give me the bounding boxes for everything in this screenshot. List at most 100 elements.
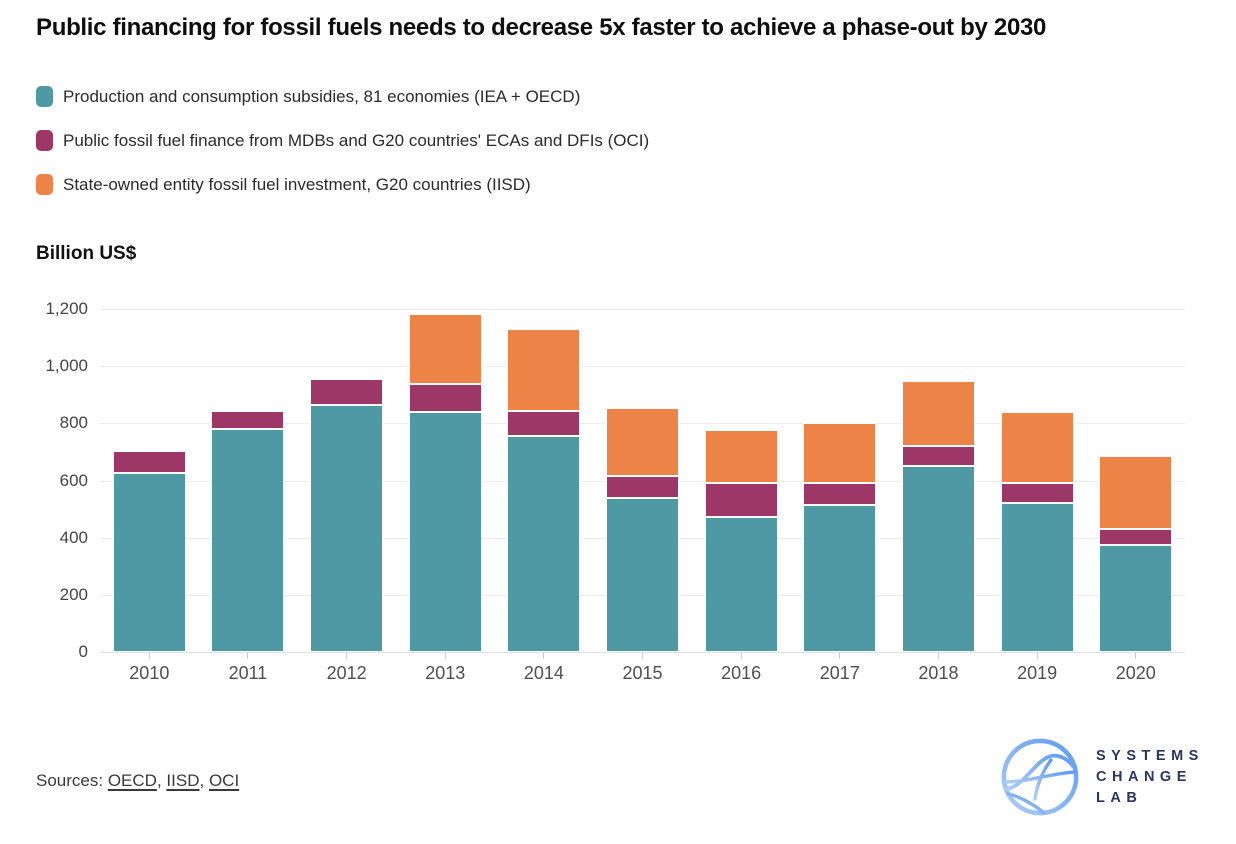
bar-2015: [606, 408, 680, 652]
bar-slot-2015: [593, 309, 692, 652]
x-tick-mark: [740, 652, 742, 659]
bar-segment-2014-series0[interactable]: [507, 435, 581, 652]
systems-change-lab-logo[interactable]: SYSTEMS CHANGE LAB: [998, 735, 1204, 819]
bar-segment-2017-series2[interactable]: [803, 422, 877, 483]
bar-2017: [803, 422, 877, 652]
bar-segment-2019-series1[interactable]: [1000, 483, 1074, 503]
x-tick-mark: [937, 652, 939, 659]
bar-2014: [507, 329, 581, 652]
bar-slot-2019: [988, 309, 1087, 652]
y-axis-title: Billion US$: [36, 243, 137, 264]
bar-segment-2012-series1[interactable]: [310, 378, 384, 405]
bar-slot-2016: [692, 309, 791, 652]
bar-slot-2013: [396, 309, 495, 652]
bar-slot-2010: [100, 309, 199, 652]
x-tick-slot: [100, 652, 199, 659]
x-tick-slot: [396, 652, 495, 659]
bar-slot-2012: [297, 309, 396, 652]
source-link-oecd[interactable]: OECD: [107, 771, 157, 790]
logo-wordmark: SYSTEMS CHANGE LAB: [1096, 746, 1204, 809]
bar-segment-2020-series1[interactable]: [1099, 529, 1173, 545]
y-tick-label-0: 0: [78, 642, 88, 661]
bar-segment-2014-series1[interactable]: [507, 410, 581, 436]
bar-2011: [211, 410, 285, 652]
source-link-oci[interactable]: OCI: [208, 771, 240, 790]
bar-segment-2013-series0[interactable]: [408, 412, 482, 652]
page-title: Public financing for fossil fuels needs …: [36, 14, 1047, 41]
bar-segment-2013-series2[interactable]: [408, 313, 482, 385]
bar-segment-2017-series1[interactable]: [803, 482, 877, 506]
source-link-iisd[interactable]: IISD: [166, 771, 200, 790]
x-tick-mark: [346, 652, 348, 659]
legend: Production and consumption subsidies, 81…: [36, 86, 649, 218]
bar-segment-2010-series0[interactable]: [112, 473, 186, 652]
bar-2012: [310, 378, 384, 652]
bar-segment-2015-series2[interactable]: [606, 408, 680, 477]
bar-segment-2013-series1[interactable]: [408, 384, 482, 413]
bar-segment-2017-series0[interactable]: [803, 505, 877, 652]
bar-2018: [901, 380, 975, 652]
bar-slot-2018: [889, 309, 988, 652]
x-tick-mark: [839, 652, 841, 659]
legend-item-1: Public fossil fuel finance from MDBs and…: [36, 130, 649, 151]
legend-swatch-icon: [36, 86, 53, 107]
x-tick-label-2011: 2011: [228, 663, 268, 683]
bar-segment-2011-series1[interactable]: [211, 410, 285, 429]
gridline-1200: [100, 309, 1185, 310]
x-tick-slot: [889, 652, 988, 659]
x-tick-slot: [988, 652, 1087, 659]
bar-segment-2019-series2[interactable]: [1000, 411, 1074, 484]
logo-text-line: LAB: [1096, 789, 1143, 806]
bar-2013: [408, 313, 482, 652]
x-tick-label-2015: 2015: [622, 663, 663, 683]
x-axis-ticks: [100, 652, 1185, 659]
bar-segment-2011-series0[interactable]: [211, 429, 285, 652]
bar-2019: [1000, 411, 1074, 652]
x-tick-slot: [495, 652, 594, 659]
x-tick-label-2017: 2017: [819, 663, 860, 683]
plot-area: 0 200 400 600 800 1,000 1,200 2010 2011 2012 2013…: [45, 299, 1185, 683]
x-tick-mark: [1036, 652, 1038, 659]
bar-slot-2020: [1086, 309, 1185, 652]
x-tick-slot: [297, 652, 396, 659]
y-tick-label-1200: 1,200: [45, 299, 88, 318]
bar-segment-2016-series2[interactable]: [704, 429, 778, 484]
bar-segment-2018-series0[interactable]: [901, 465, 975, 652]
sources-links: OECD, IISD, OCI: [107, 771, 240, 790]
x-axis-labels: 2010 2011 2012 2013 2014 2015 2016 2017 2018 2019…: [100, 663, 1185, 684]
bar-segment-2014-series2[interactable]: [507, 329, 581, 411]
legend-item-0: Production and consumption subsidies, 81…: [36, 86, 649, 107]
x-tick-label-2013: 2013: [425, 663, 466, 683]
x-tick-slot: [790, 652, 889, 659]
x-tick-mark: [543, 652, 545, 659]
bar-segment-2015-series1[interactable]: [606, 476, 680, 498]
x-tick-mark: [148, 652, 150, 659]
x-tick-mark: [247, 652, 249, 659]
legend-label: Production and consumption subsidies, 81…: [63, 86, 581, 106]
bar-segment-2018-series1[interactable]: [901, 446, 975, 466]
bar-segment-2019-series0[interactable]: [1000, 502, 1074, 652]
x-tick-label-2019: 2019: [1017, 663, 1058, 683]
bar-segment-2016-series1[interactable]: [704, 483, 778, 517]
bar-segment-2012-series0[interactable]: [310, 405, 384, 652]
y-tick-label-200: 200: [59, 584, 88, 604]
bar-slot-2014: [495, 309, 594, 652]
bar-slot-2011: [199, 309, 298, 652]
bar-segment-2018-series2[interactable]: [901, 380, 975, 447]
bar-segment-2020-series0[interactable]: [1099, 544, 1173, 652]
y-tick-label-600: 600: [59, 470, 88, 490]
bar-segment-2015-series0[interactable]: [606, 497, 680, 652]
bar-2016: [704, 429, 778, 652]
x-tick-label-2016: 2016: [721, 663, 762, 683]
bar-segment-2010-series1[interactable]: [112, 451, 186, 474]
bar-2010: [112, 451, 186, 652]
x-tick-label-2014: 2014: [523, 663, 564, 683]
bar-segment-2016-series0[interactable]: [704, 516, 778, 652]
x-tick-mark: [444, 652, 446, 659]
bar-segment-2020-series2[interactable]: [1099, 456, 1173, 530]
bars-layer: [100, 309, 1185, 652]
x-tick-mark: [1135, 652, 1137, 659]
legend-label: State-owned entity fossil fuel investmen…: [63, 174, 531, 194]
x-tick-slot: [692, 652, 791, 659]
logo-circle-icon: [1001, 738, 1079, 816]
